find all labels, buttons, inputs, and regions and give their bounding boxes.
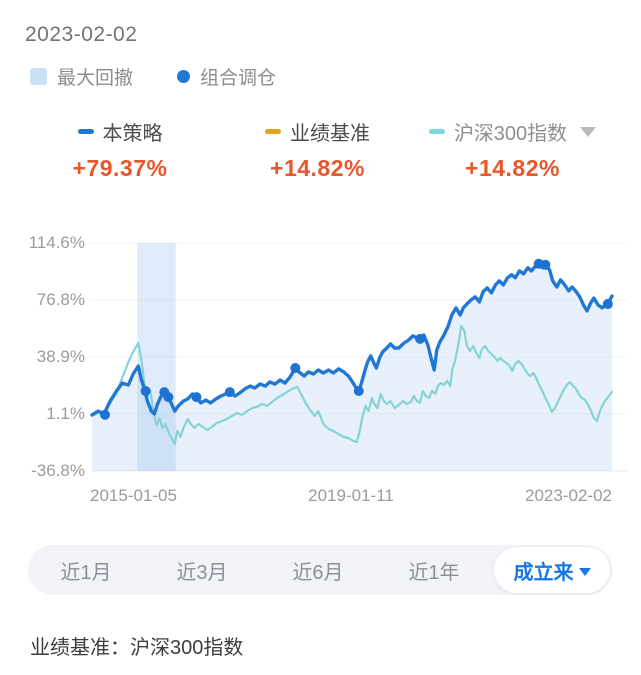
y-tick-label: 114.6% — [28, 233, 85, 252]
performance-chart-plot[interactable] — [0, 215, 641, 505]
index-dash-icon — [428, 128, 445, 134]
rebalance-marker — [353, 386, 364, 396]
rebalance-marker — [290, 363, 301, 373]
rebalance-marker — [100, 409, 110, 420]
strategy-dash-icon — [77, 128, 94, 134]
rebalance-marker — [602, 299, 613, 309]
x-axis-labels: 2015-01-05 2019-01-11 2023-02-02 — [90, 486, 612, 506]
tab-1year[interactable]: 近1年 — [408, 561, 460, 584]
y-tick-label: 38.9% — [36, 347, 85, 366]
range-tab-bar: 近1月 近3月 近6月 近1年 成立来 — [28, 545, 612, 595]
rebalance-marker — [163, 392, 174, 403]
performance-chart[interactable]: 114.6% 76.8% 38.9% 1.1% -36.8% 2015-01-0… — [0, 215, 641, 505]
benchmark-change: +14.82% — [270, 155, 365, 181]
benchmark-name: 业绩基准 — [290, 122, 370, 145]
rebalance-marker — [415, 333, 426, 344]
tab-6months[interactable]: 近6月 — [292, 561, 344, 584]
x-tick-label: 2019-01-11 — [308, 486, 394, 505]
strategy-change: +79.37% — [72, 155, 168, 181]
since-inception-chevron-down-icon — [578, 567, 591, 576]
y-axis-labels: 114.6% 76.8% 38.9% 1.1% -36.8% — [0, 233, 85, 481]
benchmark-dash-icon — [265, 128, 281, 134]
y-tick-label: 1.1% — [46, 404, 85, 423]
current-date: 2023-02-02 — [25, 23, 138, 46]
series-benchmark: 业绩基准 +14.82% — [230, 118, 405, 182]
strategy-name: 本策略 — [102, 122, 163, 145]
series-strategy: 本策略 +79.37% — [35, 118, 205, 182]
rebalance-marker — [224, 387, 235, 398]
index-name: 沪深300指数 — [453, 122, 568, 145]
tab-since-inception[interactable]: 成立来 — [494, 547, 610, 593]
chart-legend: 最大回撤 组合调仓 — [30, 63, 276, 90]
rebalance-dot-icon — [177, 70, 191, 83]
index-dropdown-chevron-down-icon[interactable] — [580, 127, 597, 137]
tab-3months[interactable]: 近3月 — [176, 561, 228, 584]
rebalance-marker — [540, 259, 551, 270]
max-drawdown-label: 最大回撤 — [57, 68, 134, 89]
x-tick-label: 2015-01-05 — [90, 486, 177, 505]
y-tick-label: -36.8% — [31, 461, 85, 480]
rebalance-marker — [140, 386, 151, 396]
benchmark-note: 业绩基准：沪深300指数 — [30, 637, 244, 659]
series-summary: 本策略 +79.37% 业绩基准 +14.82% 沪深300指数 +14.82% — [0, 118, 641, 198]
legend-rebalance: 组合调仓 — [177, 63, 276, 90]
x-tick-label: 2023-02-02 — [525, 486, 612, 505]
index-change: +14.82% — [465, 155, 560, 181]
series-index-selector[interactable]: 沪深300指数 +14.82% — [415, 118, 610, 182]
tab-since-inception-label: 成立来 — [513, 561, 574, 584]
y-tick-label: 76.8% — [36, 290, 85, 309]
rebalance-marker — [191, 392, 202, 403]
legend-max-drawdown: 最大回撤 — [30, 63, 133, 90]
rebalance-label: 组合调仓 — [200, 68, 277, 89]
max-drawdown-swatch-icon — [30, 68, 47, 85]
tab-1month[interactable]: 近1月 — [60, 561, 112, 584]
